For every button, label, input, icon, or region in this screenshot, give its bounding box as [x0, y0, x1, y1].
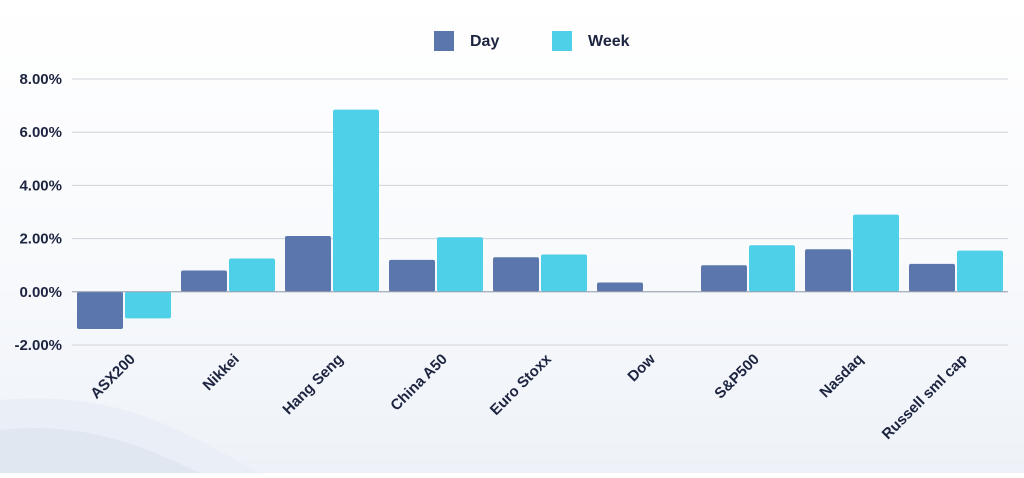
bar-day-euro-stoxx [493, 257, 539, 292]
y-tick-label: 2.00% [19, 231, 62, 248]
bar-day-dow [597, 282, 643, 292]
bar-week-nikkei [229, 258, 275, 292]
y-tick-label: 4.00% [19, 177, 62, 194]
legend-label-week: Week [588, 33, 630, 50]
bar-week-russell-sml-cap [957, 250, 1003, 292]
bar-day-russell-sml-cap [909, 263, 955, 292]
bar-day-asx200 [77, 291, 123, 330]
bar-day-china-a50 [389, 259, 435, 292]
x-tick-label: Euro Stoxx [487, 350, 555, 418]
background-wave [0, 428, 200, 473]
bar-day-nasdaq [805, 249, 851, 292]
x-tick-label: Russell sml cap [879, 351, 971, 443]
bar-week-asx200 [125, 291, 171, 319]
bar-day-hang-seng [285, 235, 331, 292]
y-tick-label: -2.00% [14, 337, 62, 354]
y-axis: -2.00% 0.00% 2.00% 4.00% 6.00% 8.00% [14, 71, 62, 354]
grid [72, 78, 1008, 346]
bar-day-nikkei [181, 270, 227, 292]
x-axis: ASX200 Nikkei Hang Seng China A50 Euro Stoxx… [87, 350, 971, 443]
legend: Day Week [434, 31, 630, 51]
bars [72, 109, 1008, 330]
y-tick-label: 6.00% [19, 124, 62, 141]
y-tick-label: 8.00% [19, 71, 62, 88]
x-tick-label: Dow [624, 351, 659, 386]
bar-week-china-a50 [437, 237, 483, 292]
bar-day-s-p500 [701, 265, 747, 292]
bar-week-euro-stoxx [541, 254, 587, 292]
bar-week-hang-seng [333, 109, 379, 292]
x-tick-label: Hang Seng [279, 351, 346, 418]
y-tick-label: 0.00% [19, 284, 62, 301]
x-tick-label: Nasdaq [816, 351, 866, 401]
legend-swatch-week [552, 31, 572, 51]
x-tick-label: S&P500 [711, 351, 763, 403]
x-tick-label: Nikkei [200, 351, 243, 394]
bar-week-s-p500 [749, 245, 795, 292]
legend-swatch-day [434, 31, 454, 51]
bar-week-nasdaq [853, 214, 899, 292]
x-tick-label: China A50 [387, 351, 450, 414]
legend-label-day: Day [470, 33, 499, 50]
x-tick-label: ASX200 [87, 351, 139, 403]
